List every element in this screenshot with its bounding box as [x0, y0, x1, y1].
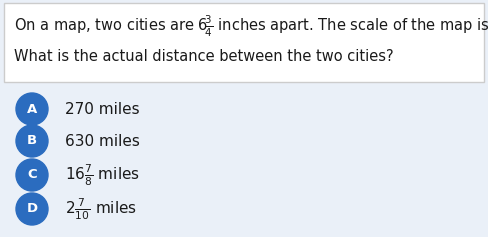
Circle shape — [16, 125, 48, 157]
FancyBboxPatch shape — [4, 3, 484, 82]
Text: $16\frac{7}{8}$ miles: $16\frac{7}{8}$ miles — [65, 162, 140, 188]
Text: D: D — [26, 202, 38, 215]
Text: C: C — [27, 169, 37, 182]
Text: A: A — [27, 102, 37, 115]
Text: $2\frac{7}{10}$ miles: $2\frac{7}{10}$ miles — [65, 196, 137, 222]
Circle shape — [16, 193, 48, 225]
Circle shape — [16, 159, 48, 191]
Circle shape — [16, 93, 48, 125]
Text: 630 miles: 630 miles — [65, 133, 140, 149]
Text: B: B — [27, 135, 37, 147]
Text: On a map, two cities are $6\!\frac{3}{4}$ inches apart. The scale of the map is:: On a map, two cities are $6\!\frac{3}{4}… — [14, 13, 488, 39]
Text: 270 miles: 270 miles — [65, 101, 140, 117]
Text: What is the actual distance between the two cities?: What is the actual distance between the … — [14, 49, 394, 64]
